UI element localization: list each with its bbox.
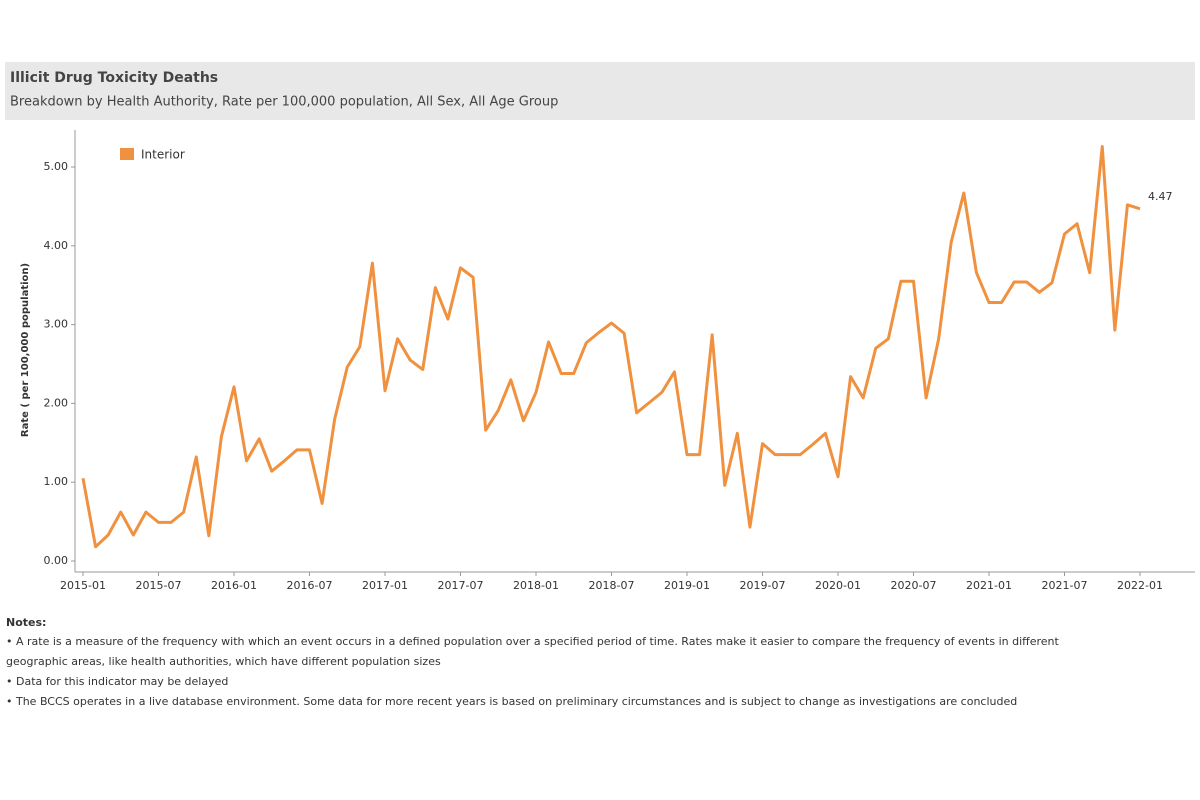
x-tick-label: 2022-01 [1117,579,1163,592]
x-tick-label: 2019-07 [740,579,786,592]
x-tick-label: 2018-07 [589,579,635,592]
x-tick-label: 2019-01 [664,579,710,592]
note: geographic areas, like health authoritie… [6,655,441,668]
x-tick-label: 2021-01 [966,579,1012,592]
y-tick-label: 5.00 [44,160,69,173]
x-tick-label: 2015-07 [136,579,182,592]
legend-swatch [120,148,134,160]
y-tick-label: 1.00 [44,475,69,488]
x-tick-label: 2021-07 [1042,579,1088,592]
x-tick-label: 2016-01 [211,579,257,592]
subtitle: Breakdown by Health Authority, Rate per … [10,95,558,110]
x-tick-label: 2020-01 [815,579,861,592]
y-axis-label: Rate ( per 100,000 population) [20,263,31,437]
notes-heading: Notes: [6,616,46,629]
title: Illicit Drug Toxicity Deaths [10,70,218,86]
header-band [5,62,1195,120]
note: • A rate is a measure of the frequency w… [6,635,1060,648]
x-tick-label: 2016-07 [287,579,333,592]
note: • The BCCS operates in a live database e… [6,695,1017,708]
x-tick-label: 2017-07 [438,579,484,592]
x-tick-label: 2020-07 [891,579,937,592]
x-tick-label: 2018-01 [513,579,559,592]
data-label: 4.47 [1148,190,1173,203]
note: • Data for this indicator may be delayed [6,675,228,688]
legend-label: Interior [141,148,185,162]
y-tick-label: 0.00 [44,554,69,567]
x-tick-label: 2017-01 [362,579,408,592]
x-tick-label: 2015-01 [60,579,106,592]
y-tick-label: 4.00 [44,239,69,252]
y-tick-label: 2.00 [44,396,69,409]
line [81,145,1141,549]
y-tick-label: 3.00 [44,318,69,331]
